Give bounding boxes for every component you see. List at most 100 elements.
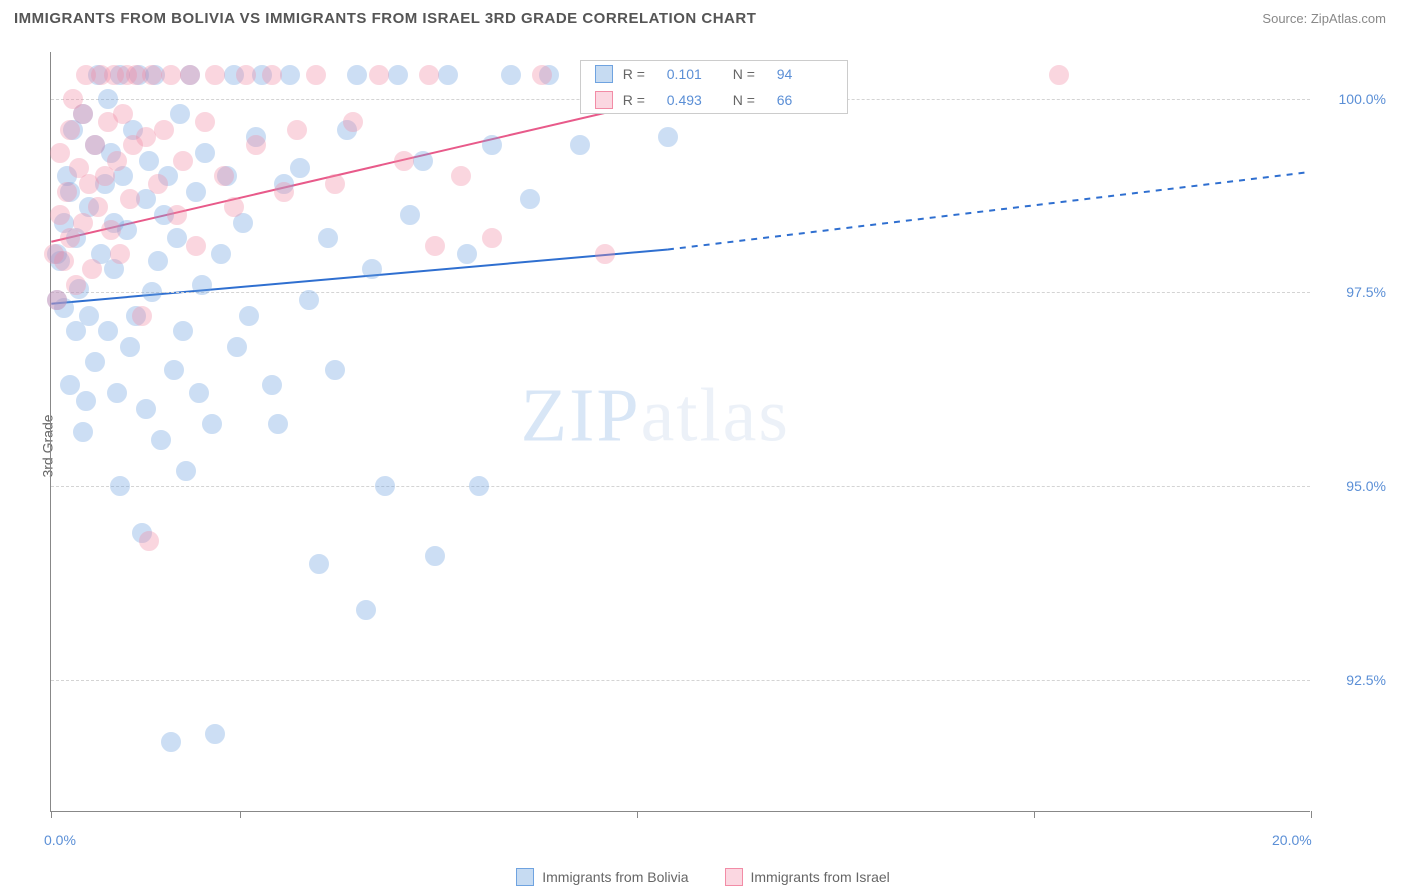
scatter-point-bolivia — [280, 65, 300, 85]
scatter-point-israel — [287, 120, 307, 140]
scatter-point-israel — [306, 65, 326, 85]
scatter-point-bolivia — [400, 205, 420, 225]
scatter-point-bolivia — [438, 65, 458, 85]
scatter-point-bolivia — [325, 360, 345, 380]
scatter-point-israel — [142, 65, 162, 85]
scatter-point-bolivia — [211, 244, 231, 264]
scatter-point-israel — [173, 151, 193, 171]
scatter-point-israel — [154, 120, 174, 140]
scatter-point-bolivia — [658, 127, 678, 147]
scatter-point-bolivia — [148, 251, 168, 271]
scatter-point-bolivia — [110, 476, 130, 496]
x-tick-label: 0.0% — [44, 832, 76, 848]
x-tick — [1311, 811, 1312, 818]
scatter-point-bolivia — [570, 135, 590, 155]
scatter-point-israel — [57, 182, 77, 202]
scatter-point-israel — [246, 135, 266, 155]
scatter-point-bolivia — [79, 306, 99, 326]
y-tick-label: 95.0% — [1316, 478, 1386, 494]
scatter-point-bolivia — [309, 554, 329, 574]
legend-item-bolivia[interactable]: Immigrants from Bolivia — [516, 868, 688, 886]
chart-title: IMMIGRANTS FROM BOLIVIA VS IMMIGRANTS FR… — [14, 10, 756, 27]
scatter-point-bolivia — [107, 383, 127, 403]
scatter-point-bolivia — [202, 414, 222, 434]
scatter-point-israel — [274, 182, 294, 202]
scatter-point-bolivia — [469, 476, 489, 496]
scatter-point-bolivia — [167, 228, 187, 248]
scatter-point-israel — [50, 205, 70, 225]
scatter-point-bolivia — [120, 337, 140, 357]
scatter-point-israel — [110, 244, 130, 264]
scatter-point-israel — [236, 65, 256, 85]
watermark: ZIPatlas — [521, 373, 790, 460]
scatter-point-israel — [47, 290, 67, 310]
scatter-point-bolivia — [413, 151, 433, 171]
scatter-point-bolivia — [98, 321, 118, 341]
scatter-point-israel — [85, 135, 105, 155]
scatter-point-israel — [224, 197, 244, 217]
plot-container: ZIPatlas 92.5%95.0%97.5%100.0%R =0.101N … — [50, 52, 1390, 812]
scatter-point-israel — [451, 166, 471, 186]
scatter-point-israel — [66, 275, 86, 295]
r-label: R = — [623, 92, 657, 108]
scatter-point-israel — [180, 65, 200, 85]
scatter-point-bolivia — [164, 360, 184, 380]
scatter-point-israel — [120, 189, 140, 209]
gridline — [51, 680, 1310, 681]
scatter-point-israel — [82, 259, 102, 279]
scatter-point-bolivia — [151, 430, 171, 450]
scatter-point-bolivia — [60, 375, 80, 395]
watermark-bold: ZIP — [521, 374, 641, 458]
scatter-point-bolivia — [170, 104, 190, 124]
watermark-light: atlas — [641, 374, 790, 458]
plot-area: ZIPatlas 92.5%95.0%97.5%100.0%R =0.101N … — [50, 52, 1310, 812]
scatter-point-bolivia — [457, 244, 477, 264]
inset-legend-row: R =0.101N =94 — [581, 61, 847, 87]
scatter-point-israel — [136, 127, 156, 147]
scatter-point-israel — [167, 205, 187, 225]
scatter-point-israel — [394, 151, 414, 171]
scatter-point-israel — [101, 220, 121, 240]
scatter-point-bolivia — [186, 182, 206, 202]
scatter-point-israel — [369, 65, 389, 85]
r-label: R = — [623, 66, 657, 82]
scatter-point-bolivia — [192, 275, 212, 295]
scatter-point-bolivia — [290, 158, 310, 178]
scatter-point-bolivia — [173, 321, 193, 341]
scatter-point-israel — [73, 104, 93, 124]
trend-lines — [51, 52, 1310, 811]
scatter-point-israel — [50, 143, 70, 163]
legend-label: Immigrants from Israel — [751, 869, 890, 885]
y-tick-label: 92.5% — [1316, 672, 1386, 688]
scatter-point-israel — [419, 65, 439, 85]
source-link[interactable]: ZipAtlas.com — [1311, 11, 1386, 26]
inset-legend-row: R =0.493N =66 — [581, 87, 847, 113]
legend-label: Immigrants from Bolivia — [542, 869, 688, 885]
scatter-point-israel — [113, 104, 133, 124]
legend-swatch — [516, 868, 534, 886]
scatter-point-israel — [425, 236, 445, 256]
legend-swatch — [595, 65, 613, 83]
n-value: 66 — [777, 92, 833, 108]
scatter-point-israel — [107, 151, 127, 171]
scatter-point-israel — [214, 166, 234, 186]
scatter-point-israel — [482, 228, 502, 248]
legend-swatch — [725, 868, 743, 886]
x-tick — [1034, 811, 1035, 818]
scatter-point-bolivia — [139, 151, 159, 171]
scatter-point-bolivia — [73, 422, 93, 442]
legend-item-israel[interactable]: Immigrants from Israel — [725, 868, 890, 886]
x-tick — [51, 811, 52, 818]
scatter-point-israel — [73, 213, 93, 233]
legend-swatch — [595, 91, 613, 109]
y-tick-label: 100.0% — [1316, 91, 1386, 107]
r-value: 0.101 — [667, 66, 723, 82]
scatter-point-bolivia — [356, 600, 376, 620]
scatter-point-bolivia — [362, 259, 382, 279]
scatter-point-bolivia — [388, 65, 408, 85]
r-value: 0.493 — [667, 92, 723, 108]
scatter-point-israel — [139, 531, 159, 551]
scatter-point-bolivia — [98, 89, 118, 109]
scatter-point-bolivia — [262, 375, 282, 395]
scatter-point-israel — [595, 244, 615, 264]
